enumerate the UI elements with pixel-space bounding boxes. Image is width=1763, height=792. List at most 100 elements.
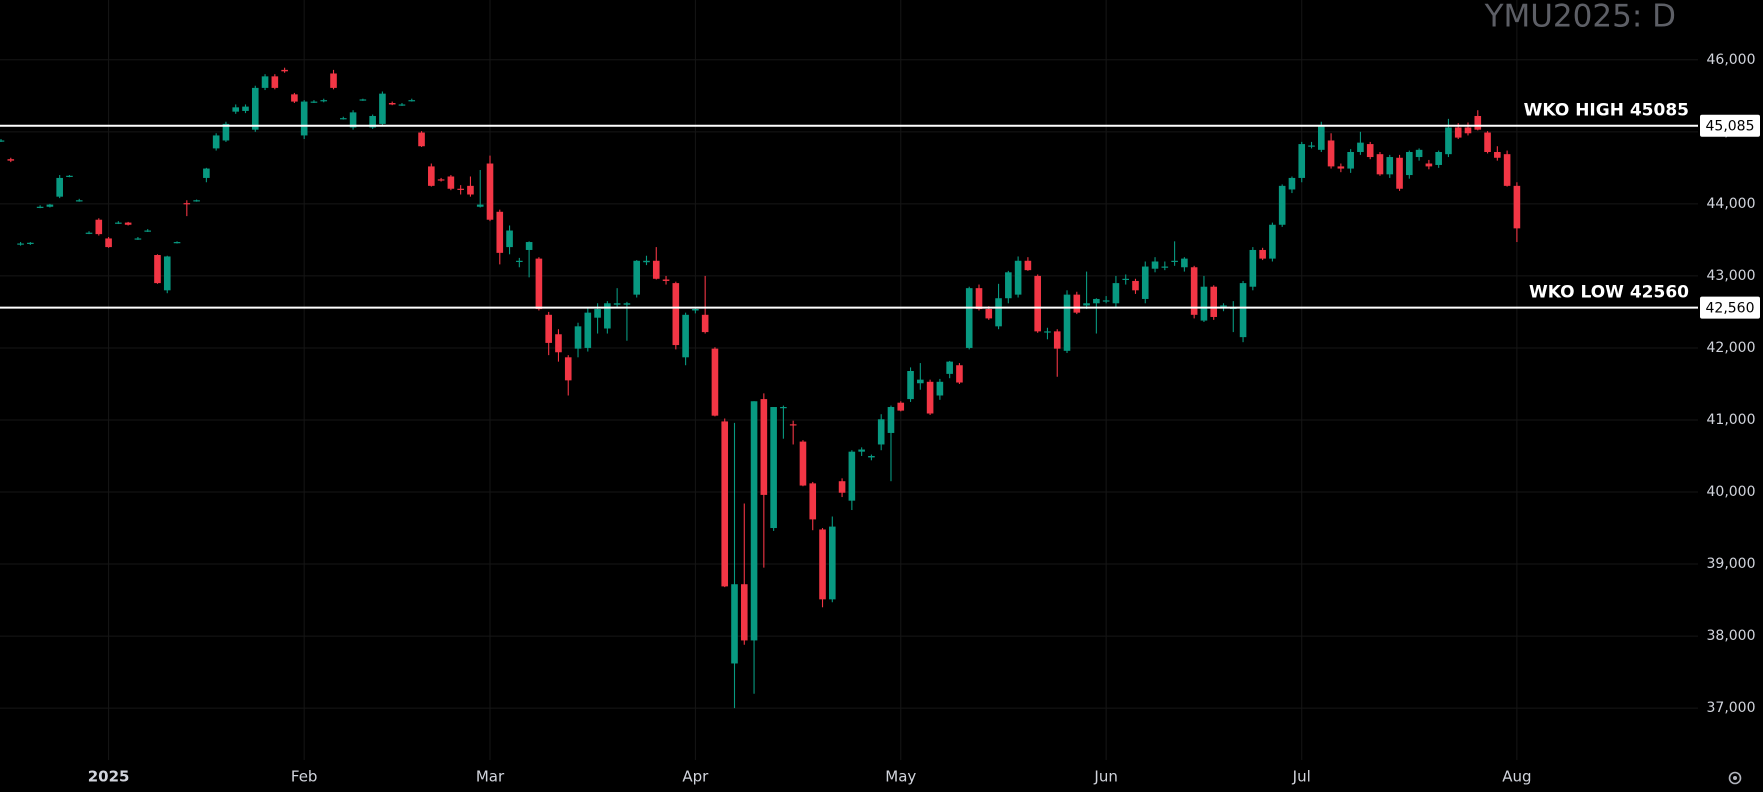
candle-body — [633, 260, 640, 295]
candle-body — [1357, 142, 1364, 152]
y-tick-label: 40,000 — [1707, 484, 1756, 500]
candle-body — [1220, 305, 1227, 307]
x-tick-label: Jun — [1093, 768, 1117, 786]
candle-body — [1396, 157, 1403, 189]
candle-body — [66, 175, 73, 177]
candle-body — [193, 200, 200, 202]
x-tick-label: Apr — [682, 768, 709, 786]
candle-body — [1386, 157, 1394, 175]
candle-body — [838, 481, 846, 493]
candle-body — [535, 258, 543, 310]
candle-body — [652, 260, 660, 279]
candle-body — [1269, 224, 1276, 259]
candle-body — [163, 256, 171, 291]
candle-body — [0, 140, 5, 142]
candle-body — [721, 421, 729, 587]
candle-body — [242, 106, 249, 111]
candle-body — [672, 283, 680, 346]
candle-body — [1259, 249, 1266, 259]
candle-body — [1337, 166, 1345, 169]
candle-body — [1278, 185, 1286, 225]
candle-body — [398, 104, 406, 106]
settings-dot[interactable] — [1733, 776, 1737, 780]
candle-body — [1034, 275, 1041, 332]
candle-body — [613, 303, 621, 305]
candle-body — [1445, 127, 1452, 155]
y-tick-label: 39,000 — [1707, 556, 1756, 572]
candle-body — [281, 69, 288, 72]
settings-ring[interactable] — [1728, 771, 1742, 785]
level-tag-box — [1700, 296, 1760, 319]
candle-body — [1161, 266, 1169, 268]
candle-body — [222, 123, 230, 141]
candle-body — [809, 483, 817, 520]
candle-body — [1102, 300, 1110, 302]
candle-body — [7, 159, 15, 161]
candle-body — [1298, 144, 1306, 178]
candle-body — [173, 242, 181, 244]
candle-body — [232, 107, 240, 112]
candle-body — [330, 73, 337, 88]
candle-body — [1053, 331, 1061, 349]
candle-body — [594, 309, 601, 318]
settings-icon[interactable] — [1728, 771, 1742, 785]
candle-body — [1503, 154, 1511, 186]
candle-body — [584, 312, 592, 348]
candle-body — [770, 407, 777, 529]
candle-body — [692, 309, 699, 311]
candle-body — [1093, 298, 1100, 304]
candle-body — [819, 529, 826, 600]
candle-body — [467, 185, 474, 195]
candle-body — [261, 76, 269, 88]
candle-body — [1484, 132, 1491, 152]
candle-body — [1366, 144, 1374, 158]
y-tick-label: 43,000 — [1707, 268, 1756, 284]
y-tick-label: 41,000 — [1707, 412, 1756, 428]
candle-body — [1132, 280, 1139, 291]
candle-body — [604, 303, 611, 329]
y-tick-label: 44,000 — [1707, 196, 1756, 212]
candle-body — [1327, 140, 1335, 167]
y-tick-label: 38,000 — [1707, 628, 1756, 644]
candle-body — [388, 103, 396, 105]
candle-body — [711, 348, 719, 416]
candle-body — [525, 242, 533, 250]
candle-body — [1249, 249, 1257, 287]
candle-body — [750, 401, 758, 641]
candle-body — [75, 200, 83, 202]
candle-body — [829, 526, 836, 600]
candle-body — [516, 260, 523, 262]
candle-body — [1005, 272, 1012, 299]
level-tag: 45,085 — [1706, 119, 1755, 135]
candle-body — [1239, 283, 1247, 338]
candle-body — [1112, 283, 1120, 304]
candle-body — [95, 219, 103, 235]
candles — [0, 67, 1521, 709]
candle-body — [1073, 294, 1081, 313]
candle-body — [56, 177, 63, 197]
y-tick-label: 42,000 — [1707, 340, 1756, 356]
candle-body — [877, 419, 885, 445]
x-tick-label: Feb — [291, 768, 318, 786]
candle-body — [1347, 152, 1354, 169]
candle-body — [740, 584, 748, 641]
level-label: WKO HIGH 45085 — [1524, 101, 1689, 121]
candle-body — [1190, 267, 1198, 315]
candle-body — [320, 100, 328, 102]
candle-body — [1406, 152, 1413, 176]
candle-body — [623, 303, 631, 305]
candle-body — [1415, 149, 1423, 158]
candle-body — [291, 94, 298, 102]
candle-body — [1014, 260, 1022, 295]
candle-body — [848, 451, 856, 501]
candle-body — [17, 243, 24, 245]
candle-body — [310, 101, 318, 103]
candle-body — [1474, 115, 1482, 130]
candle-body — [956, 365, 963, 383]
candle-body — [760, 399, 768, 495]
candle-body — [545, 314, 552, 343]
candle-body — [555, 334, 562, 353]
candle-body — [1376, 154, 1384, 175]
candle-body — [868, 456, 875, 458]
